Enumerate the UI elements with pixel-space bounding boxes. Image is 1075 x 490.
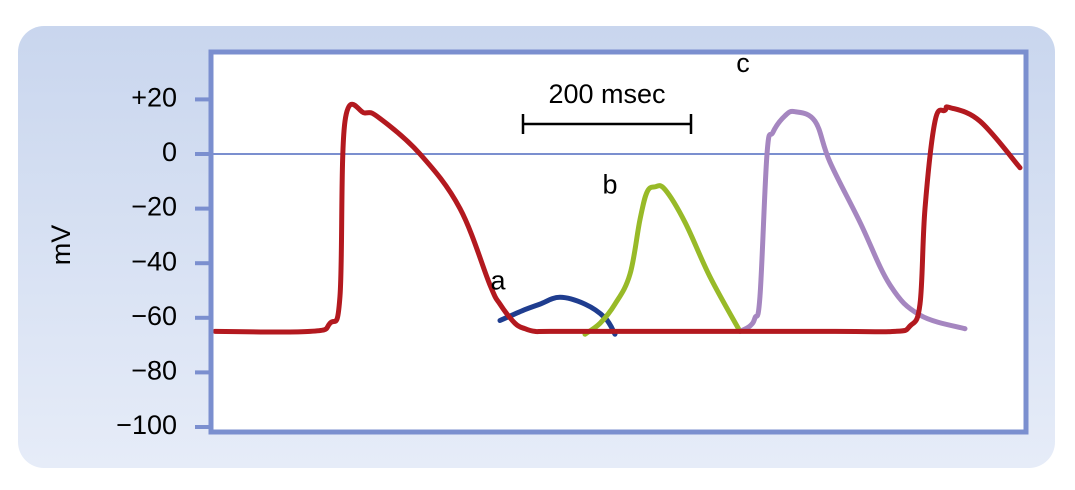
y-axis: +20 0 −20 −40 −60 −80 −100 (116, 83, 211, 440)
scale-bar: 200 msec (521, 79, 693, 134)
series-line-main (212, 101, 1023, 335)
series-label-b: b (602, 170, 617, 200)
y-tick-label: −100 (116, 410, 177, 440)
y-tick-label: 0 (162, 137, 177, 167)
y-axis-label: mV (46, 225, 76, 266)
plot-frame (208, 49, 1029, 435)
scale-bar-label: 200 msec (548, 79, 665, 109)
plot-layer: a b c (211, 48, 1026, 432)
y-tick-label: +20 (131, 83, 177, 113)
series-line-b (582, 183, 743, 337)
plot-border (208, 49, 1029, 435)
series-label-a: a (490, 266, 506, 296)
y-tick-label: −40 (131, 246, 177, 276)
y-tick-label: −60 (131, 301, 177, 331)
series-label-c: c (736, 48, 750, 78)
y-tick-label: −20 (131, 192, 177, 222)
series-line-c (737, 108, 968, 334)
y-tick-label: −80 (131, 356, 177, 386)
